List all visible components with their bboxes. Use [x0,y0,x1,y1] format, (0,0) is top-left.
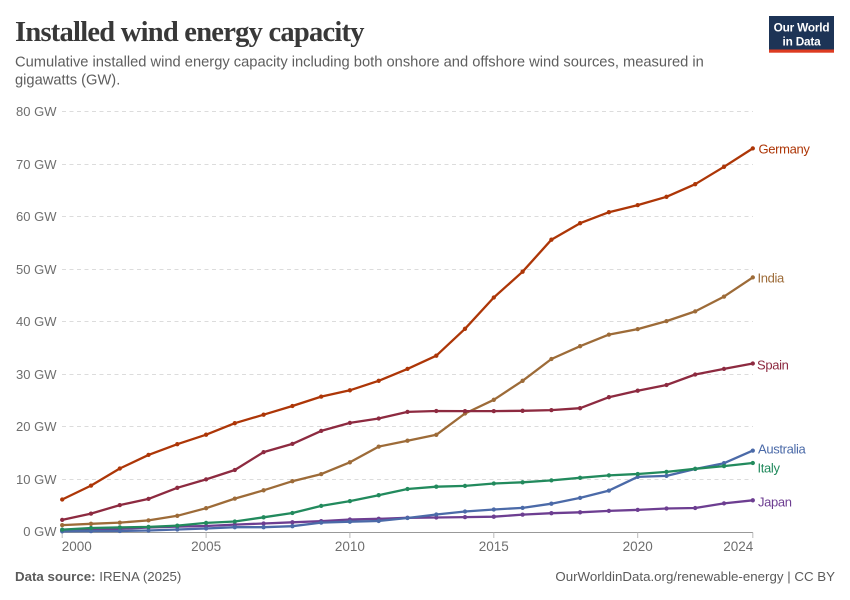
svg-text:50 GW: 50 GW [16,262,57,277]
svg-text:Installed wind energy capacity: Installed wind energy capacity [15,17,364,48]
svg-text:2005: 2005 [191,539,221,554]
svg-text:Germany: Germany [759,142,811,157]
svg-text:Cumulative installed wind ener: Cumulative installed wind energy capacit… [15,55,704,71]
svg-text:Spain: Spain [757,358,789,373]
svg-text:2015: 2015 [479,539,509,554]
svg-text:60 GW: 60 GW [16,209,57,224]
svg-text:Our World: Our World [774,21,830,35]
svg-text:30 GW: 30 GW [16,367,57,382]
svg-text:0 GW: 0 GW [23,524,57,539]
svg-text:India: India [758,270,786,285]
svg-text:70 GW: 70 GW [16,157,57,172]
svg-text:20 GW: 20 GW [16,419,57,434]
svg-text:OurWorldinData.org/renewable-e: OurWorldinData.org/renewable-energy | CC… [555,569,835,584]
svg-text:2000: 2000 [62,539,92,554]
svg-text:10 GW: 10 GW [16,472,57,487]
svg-text:in Data: in Data [783,35,822,49]
svg-text:40 GW: 40 GW [16,314,57,329]
svg-text:Japan: Japan [758,495,792,510]
svg-text:2020: 2020 [623,539,653,554]
svg-text:Data source: IRENA (2025): Data source: IRENA (2025) [15,569,181,584]
svg-text:80 GW: 80 GW [16,104,57,119]
svg-text:2024: 2024 [723,539,754,554]
svg-text:gigawatts (GW).: gigawatts (GW). [15,73,120,89]
svg-text:Italy: Italy [758,460,781,475]
svg-text:2010: 2010 [335,539,365,554]
svg-text:Australia: Australia [758,442,807,457]
